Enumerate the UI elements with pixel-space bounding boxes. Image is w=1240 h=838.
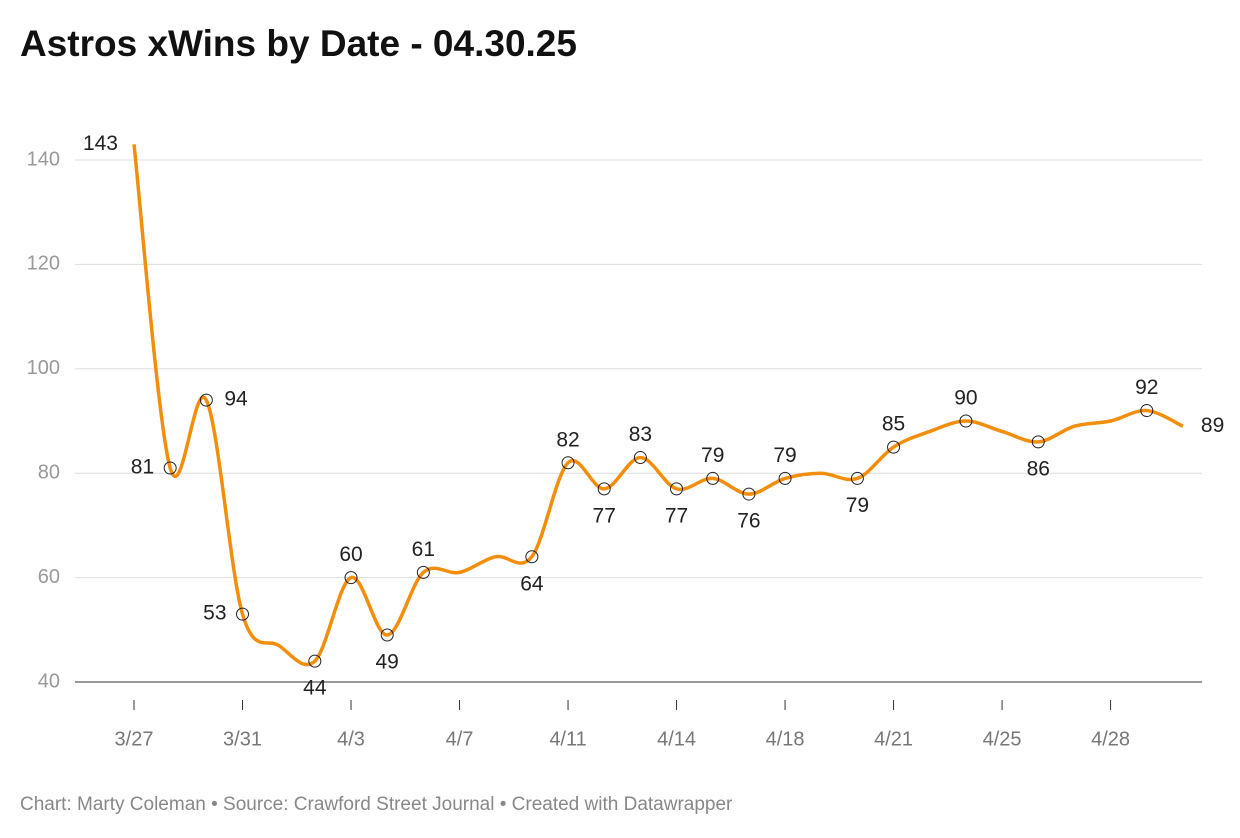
data-label: 53 xyxy=(203,602,226,625)
y-tick-label: 120 xyxy=(27,253,60,275)
data-label: 60 xyxy=(339,543,362,566)
point xyxy=(380,628,394,642)
point xyxy=(308,654,322,668)
point xyxy=(887,440,901,454)
chart-footer: Chart: Marty Coleman • Source: Crawford … xyxy=(20,794,733,815)
data-label: 64 xyxy=(520,572,544,595)
x-tick-label: 4/18 xyxy=(766,728,805,750)
data-label: 44 xyxy=(303,677,327,700)
x-tick-label: 4/21 xyxy=(874,728,913,750)
data-label: 77 xyxy=(665,504,688,527)
point xyxy=(525,550,539,564)
data-label: 76 xyxy=(737,510,760,533)
point xyxy=(1140,404,1154,418)
x-tick-label: 4/28 xyxy=(1091,728,1130,750)
x-tick-label: 4/7 xyxy=(446,728,474,750)
point xyxy=(670,482,684,496)
x-tick-label: 3/31 xyxy=(223,728,262,750)
data-label: 81 xyxy=(131,456,154,479)
data-label: 90 xyxy=(954,387,977,410)
y-tick-label: 80 xyxy=(38,461,60,483)
data-label: 49 xyxy=(376,651,399,674)
data-label: 86 xyxy=(1027,457,1050,480)
y-tick-label: 100 xyxy=(27,357,60,379)
data-label: 79 xyxy=(773,444,796,467)
data-label: 77 xyxy=(593,504,616,527)
point xyxy=(1031,435,1045,449)
point xyxy=(597,482,611,496)
x-tick-label: 4/14 xyxy=(657,728,696,750)
y-tick-label: 40 xyxy=(38,670,60,692)
y-tick-label: 60 xyxy=(38,566,60,588)
data-label: 143 xyxy=(83,132,118,155)
point xyxy=(163,461,177,475)
point xyxy=(416,565,430,579)
point xyxy=(959,414,973,428)
data-label: 82 xyxy=(556,428,579,451)
chart-title: Astros xWins by Date - 04.30.25 xyxy=(20,23,577,64)
x-tick-label: 4/11 xyxy=(549,728,586,750)
point xyxy=(633,451,647,465)
data-label: 89 xyxy=(1201,414,1224,437)
data-label: 61 xyxy=(412,538,435,561)
x-tick-label: 4/25 xyxy=(983,728,1022,750)
point xyxy=(706,471,720,485)
data-label: 83 xyxy=(629,423,652,446)
point xyxy=(742,487,756,501)
point xyxy=(236,607,250,621)
x-tick-label: 4/3 xyxy=(337,728,365,750)
data-label: 79 xyxy=(701,444,724,467)
point xyxy=(850,471,864,485)
point xyxy=(199,393,213,407)
y-tick-label: 140 xyxy=(27,148,60,170)
data-label: 79 xyxy=(846,494,869,517)
data-label: 85 xyxy=(882,413,905,436)
x-tick-label: 3/27 xyxy=(115,728,154,750)
point xyxy=(344,571,358,585)
point xyxy=(561,456,575,470)
data-label: 92 xyxy=(1135,376,1158,399)
line xyxy=(132,144,1184,667)
point xyxy=(778,471,792,485)
data-label: 94 xyxy=(224,388,248,411)
